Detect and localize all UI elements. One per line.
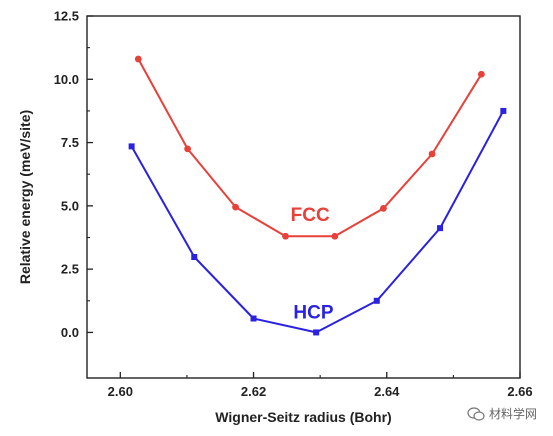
data-point-fcc <box>232 203 239 211</box>
data-point-fcc <box>477 70 485 78</box>
y-tick-label: 10.0 <box>54 72 79 87</box>
y-tick-label: 12.5 <box>54 9 79 24</box>
data-point-fcc <box>184 145 191 153</box>
data-point-hcp <box>500 107 507 114</box>
data-point-fcc <box>428 150 436 158</box>
watermark-text: 材料学网 <box>488 407 537 421</box>
y-tick-label: 0.0 <box>61 325 79 340</box>
series-label-fcc: FCC <box>291 205 330 226</box>
series-layer <box>128 55 507 336</box>
wechat-icon <box>467 406 485 421</box>
data-point-hcp <box>313 329 320 336</box>
data-point-hcp <box>373 297 380 304</box>
x-tick-label: 2.60 <box>108 384 133 399</box>
y-tick-label: 5.0 <box>61 198 79 213</box>
series-line-fcc <box>137 58 483 238</box>
tick-labels: 2.60 2.62 2.64 2.66 0.0 2.5 5.0 7.5 10.0 12.5 <box>54 9 533 400</box>
y-tick-label: 2.5 <box>61 262 79 277</box>
data-point-hcp <box>128 143 135 150</box>
data-point-fcc <box>380 204 387 212</box>
data-point-fcc <box>331 232 339 240</box>
x-axis-title: Wigner-Seitz radius (Bohr) <box>215 409 391 425</box>
y-tick-label: 7.5 <box>61 135 79 150</box>
data-point-hcp <box>437 225 444 232</box>
series-label-hcp: HCP <box>293 303 333 324</box>
x-tick-label: 2.64 <box>374 384 400 399</box>
plot-frame <box>86 15 521 379</box>
data-point-fcc <box>134 55 142 63</box>
x-tick-label: 2.62 <box>241 384 266 399</box>
data-point-hcp <box>191 253 198 260</box>
ticks <box>87 15 521 378</box>
x-tick-label: 2.66 <box>507 384 532 399</box>
data-point-hcp <box>250 315 257 322</box>
y-axis-title: Relative energy (meV/site) <box>17 110 33 284</box>
watermark: 材料学网 <box>467 405 537 422</box>
data-point-fcc <box>282 232 289 240</box>
